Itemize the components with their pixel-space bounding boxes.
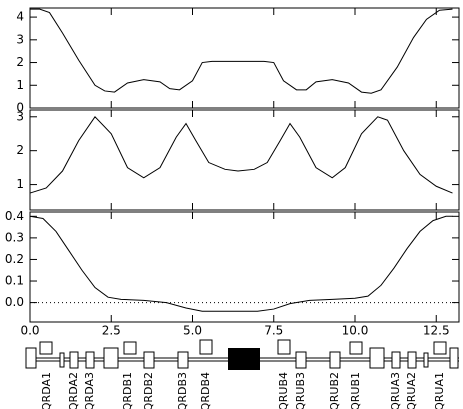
x-tick-label: 7.5	[264, 324, 283, 338]
magnet	[39, 341, 53, 355]
magnet-layout	[25, 339, 459, 370]
magnet	[369, 347, 385, 369]
magnet	[391, 351, 401, 369]
magnet	[277, 339, 291, 355]
magnet	[143, 351, 155, 369]
magnet-label: QRDA2	[67, 372, 80, 409]
y-tick-label: 3	[16, 109, 24, 123]
magnet-label: QRUB1	[349, 372, 362, 409]
magnet	[329, 351, 341, 369]
magnet	[103, 347, 119, 369]
x-tick-label: 0.0	[20, 324, 39, 338]
y-tick-label: 1	[16, 177, 24, 191]
y-tick-label: 0	[16, 101, 24, 115]
y-tick-label: 0.4	[5, 209, 24, 223]
y-tick-label: 0.1	[5, 274, 24, 288]
magnet	[59, 352, 65, 368]
magnet-label: QRDA1	[40, 372, 53, 409]
magnet-label: QRDB4	[199, 372, 212, 409]
magnet	[449, 347, 459, 369]
magnet-label: QRUA1	[433, 372, 446, 409]
magnet-label: QRUB2	[328, 372, 341, 409]
magnet-label: QRDB3	[176, 372, 189, 409]
x-tick-label: 12.5	[423, 324, 450, 338]
magnet-label: QRUA3	[389, 372, 402, 409]
magnet	[349, 341, 363, 355]
y-tick-label: 3	[16, 32, 24, 46]
magnet-label: QRDB1	[121, 372, 134, 409]
magnet	[407, 351, 417, 369]
magnet-label: QRDB2	[142, 372, 155, 409]
magnet-label: QRUB3	[294, 372, 307, 409]
magnet	[199, 339, 213, 355]
magnet	[177, 351, 189, 369]
magnet	[295, 351, 307, 369]
panel-frame	[29, 109, 460, 211]
magnet	[123, 341, 137, 355]
x-tick-label: 10.0	[342, 324, 369, 338]
magnet	[85, 351, 95, 369]
y-tick-label: 4	[16, 10, 24, 24]
y-tick-label: 0.2	[5, 252, 24, 266]
curve	[29, 115, 453, 194]
panel-frame	[29, 211, 460, 323]
panel-frame	[29, 7, 460, 109]
curve	[29, 215, 453, 312]
y-tick-label: 2	[16, 143, 24, 157]
x-tick-label: 5.0	[183, 324, 202, 338]
magnet	[423, 352, 429, 368]
y-tick-label: 0.0	[5, 295, 24, 309]
magnet	[69, 351, 79, 369]
y-tick-label: 1	[16, 78, 24, 92]
magnet-label: QRDA3	[83, 372, 96, 409]
magnet-label: QRUB4	[277, 372, 290, 409]
magnet	[25, 347, 37, 369]
magnet-label: QRUA2	[405, 372, 418, 409]
curve	[30, 8, 453, 94]
magnet-block	[228, 348, 260, 370]
x-tick-label: 2.5	[102, 324, 121, 338]
magnet	[433, 341, 447, 355]
y-tick-label: 0.3	[5, 230, 24, 244]
y-tick-label: 2	[16, 55, 24, 69]
